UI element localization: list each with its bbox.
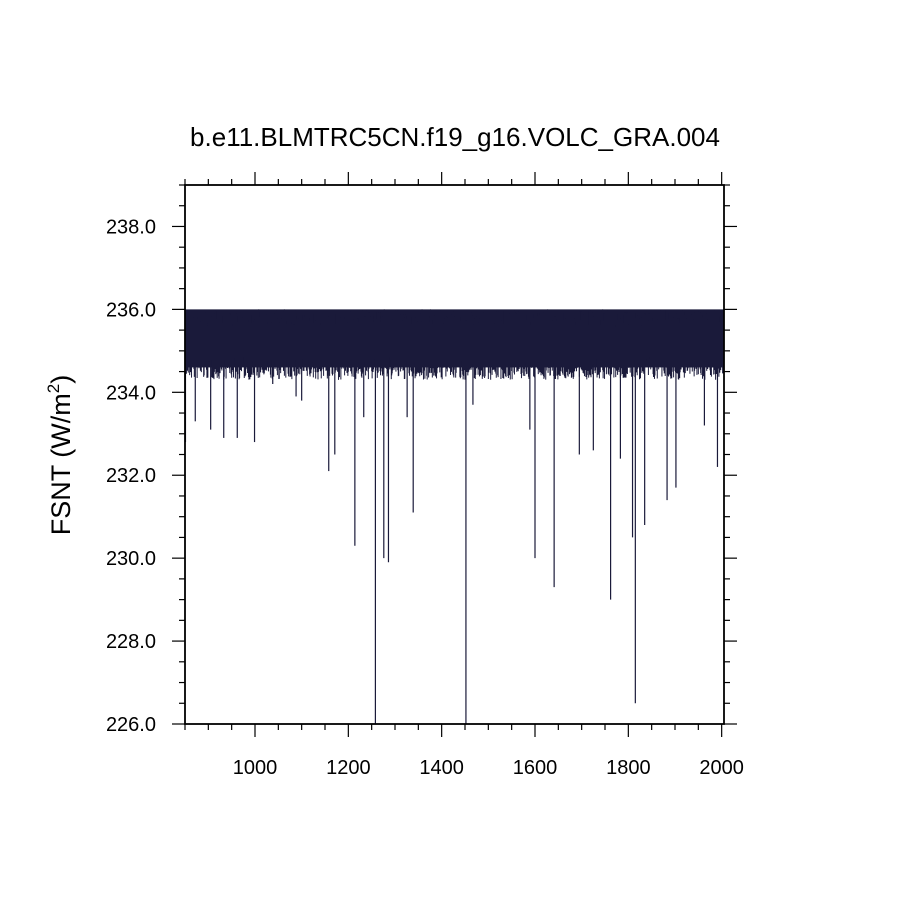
y-axis-label-unit-prefix: (W/m — [46, 393, 76, 457]
y-tick-label: 238.0 — [106, 216, 156, 238]
plot-area — [185, 309, 724, 724]
y-tick-label: 234.0 — [106, 382, 156, 404]
y-axis-label-unit-suffix: ) — [46, 375, 76, 384]
y-tick-label: 232.0 — [106, 465, 156, 487]
x-tick-label: 1800 — [606, 757, 651, 779]
plot-frame — [184, 184, 725, 725]
chart-title: b.e11.BLMTRC5CN.f19_g16.VOLC_GRA.004 — [190, 122, 720, 152]
x-tick-label: 1000 — [233, 757, 278, 779]
y-tick-label: 230.0 — [106, 548, 156, 570]
axes-layer — [172, 172, 737, 737]
y-tick-label: 236.0 — [106, 299, 156, 321]
series-layer — [185, 309, 724, 724]
x-tick-label: 1400 — [419, 757, 464, 779]
y-tick-label: 228.0 — [106, 631, 156, 653]
x-tick-label: 1200 — [326, 757, 371, 779]
y-tick-label: 226.0 — [106, 714, 156, 736]
x-tick-label: 1600 — [513, 757, 558, 779]
y-axis-label-name: FSNT — [46, 465, 76, 535]
x-tick-label: 2000 — [699, 757, 744, 779]
y-axis-label: FSNT (W/m2) — [44, 375, 76, 535]
tick-label-layer: 1000 1200 1400 1600 1800 2000 226.0 228.0 230.0 2… — [106, 216, 744, 779]
series-oscillation-line — [185, 309, 724, 380]
y-axis-label-unit-exp: 2 — [44, 384, 63, 393]
